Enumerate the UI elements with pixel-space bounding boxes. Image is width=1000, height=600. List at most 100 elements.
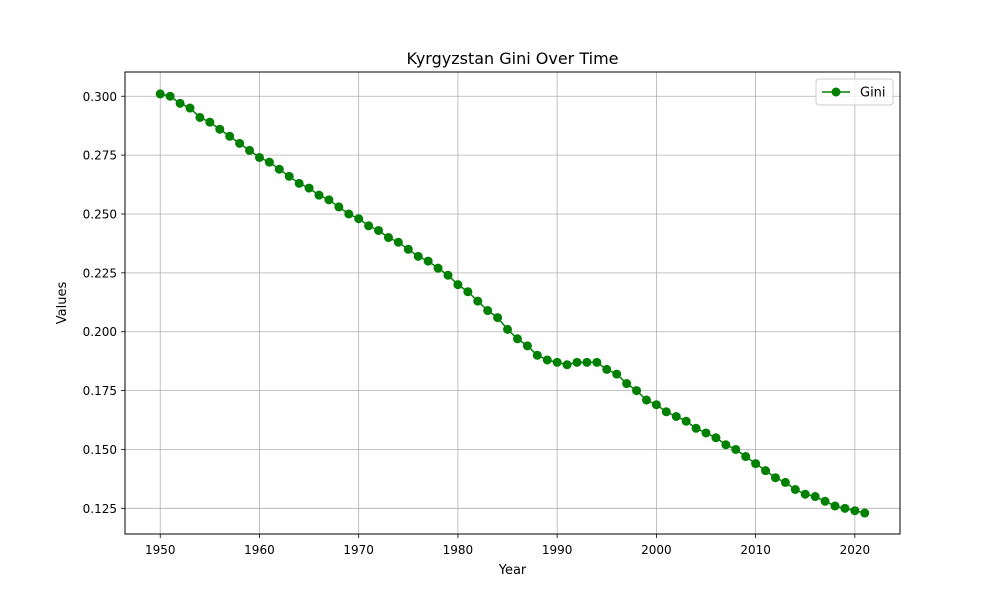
grid: [125, 72, 900, 534]
data-point: [711, 433, 721, 443]
data-point: [651, 400, 661, 410]
data-point: [542, 355, 552, 365]
data-point: [235, 138, 245, 148]
data-point: [602, 364, 612, 374]
data-point: [840, 503, 850, 513]
y-tick-label: 0.225: [83, 266, 117, 280]
data-point: [443, 270, 453, 280]
data-point: [552, 357, 562, 367]
data-point: [761, 466, 771, 476]
data-point: [364, 221, 374, 231]
data-point: [612, 369, 622, 379]
data-point: [632, 386, 642, 396]
data-point: [264, 157, 274, 167]
y-tick-label: 0.150: [83, 443, 117, 457]
data-point: [473, 296, 483, 306]
data-point: [830, 501, 840, 511]
y-tick-label: 0.300: [83, 90, 117, 104]
legend: Gini: [815, 78, 894, 106]
data-point: [562, 360, 572, 370]
x-tick-label: 1980: [443, 543, 474, 557]
y-tick-label: 0.200: [83, 325, 117, 339]
series-line-gini: [160, 93, 865, 514]
x-axis-title: Year: [498, 563, 527, 578]
data-point: [780, 477, 790, 487]
legend-box: [815, 78, 894, 106]
series-layer: [155, 89, 870, 518]
data-point: [810, 492, 820, 502]
data-point: [512, 334, 522, 344]
data-point: [681, 416, 691, 426]
x-tick-label: 2000: [641, 543, 672, 557]
data-point: [800, 489, 810, 499]
data-point: [592, 357, 602, 367]
data-point: [641, 395, 651, 405]
data-point: [205, 117, 215, 127]
data-point: [503, 324, 513, 334]
data-point: [324, 195, 334, 205]
data-point: [245, 145, 255, 155]
data-point: [284, 171, 294, 181]
y-tick-label: 0.250: [83, 207, 117, 221]
data-point: [721, 440, 731, 450]
data-point: [165, 91, 175, 101]
data-point: [354, 214, 364, 224]
x-tick-label: 1950: [145, 543, 176, 557]
data-point: [403, 244, 413, 254]
data-point: [383, 233, 393, 243]
data-point: [622, 379, 632, 389]
data-point: [334, 202, 344, 212]
x-tick-label: 1960: [244, 543, 275, 557]
data-point: [691, 423, 701, 433]
data-point: [314, 190, 324, 200]
legend-label: Gini: [860, 86, 886, 101]
x-tick-label: 1970: [343, 543, 374, 557]
data-point: [701, 428, 711, 438]
data-point: [741, 452, 751, 462]
data-point: [790, 484, 800, 494]
data-point: [374, 225, 384, 235]
data-point: [423, 256, 433, 266]
data-point: [582, 357, 592, 367]
x-tick-label: 1990: [542, 543, 573, 557]
data-point: [215, 124, 225, 134]
data-point: [532, 350, 542, 360]
data-point: [155, 89, 165, 99]
data-point: [820, 496, 830, 506]
data-point: [195, 112, 205, 122]
data-point: [661, 407, 671, 417]
data-point: [522, 341, 532, 351]
data-point: [731, 444, 741, 454]
data-point: [254, 152, 264, 162]
data-point: [294, 178, 304, 188]
data-point: [393, 237, 403, 247]
y-tick-label: 0.125: [83, 502, 117, 516]
data-point: [493, 313, 503, 323]
data-point: [274, 164, 284, 174]
data-point: [185, 103, 195, 113]
data-point: [751, 459, 761, 469]
x-tick-label: 2010: [740, 543, 771, 557]
data-point: [483, 306, 493, 316]
data-point: [671, 411, 681, 421]
plot-frame: [124, 71, 901, 535]
legend-marker-sample: [831, 87, 841, 97]
data-point: [225, 131, 235, 141]
axis-ticks: 1950 1960 1970 1980 1990 2000 2010 2020 0.125 0.1…: [83, 90, 870, 557]
y-axis-title: Values: [55, 282, 70, 325]
data-point: [413, 251, 423, 261]
data-point: [850, 506, 860, 516]
data-point: [453, 280, 463, 290]
y-tick-label: 0.175: [83, 384, 117, 398]
data-point: [860, 508, 870, 518]
data-point: [175, 98, 185, 108]
chart-title: Kyrgyzstan Gini Over Time: [407, 49, 619, 68]
data-point: [304, 183, 314, 193]
data-point: [770, 473, 780, 483]
data-point: [433, 263, 443, 273]
data-point: [344, 209, 354, 219]
data-point: [463, 287, 473, 297]
data-point: [572, 357, 582, 367]
